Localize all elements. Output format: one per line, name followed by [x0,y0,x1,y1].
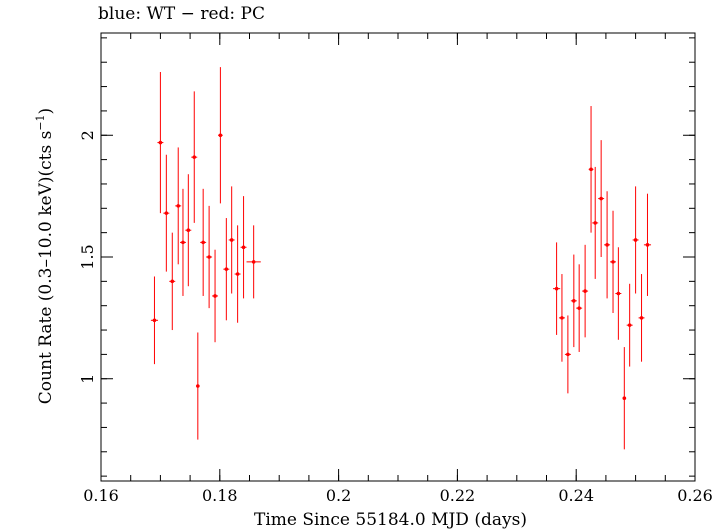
data-point [180,188,186,296]
point-marker [218,133,223,138]
data-point [598,140,605,257]
data-point [553,242,561,335]
point-marker [192,155,197,159]
point-marker [251,260,256,264]
point-marker [207,255,211,259]
point-marker [158,140,163,145]
data-point [212,249,219,343]
point-marker [566,352,570,357]
data-point [200,188,207,296]
chart-title: blue: WT − red: PC [98,4,265,24]
point-marker [235,272,240,276]
data-point [228,186,235,294]
y-axis-label-text: Count Rate (0.3–10.0 keV)(cts s [35,130,56,405]
point-marker [622,396,627,401]
y-tick-label: 1.5 [78,244,97,269]
data-points [150,67,652,450]
x-tick-label: 0.22 [440,486,476,505]
data-point [588,106,594,233]
point-marker [605,243,609,247]
data-point [206,205,213,309]
point-marker [186,228,191,233]
point-marker [593,221,598,225]
point-marker [170,279,175,284]
y-tick-label: 1 [78,374,97,384]
point-marker [572,299,576,303]
point-marker [196,384,200,388]
axis-tick-labels: 0.16 0.18 0.2 0.22 0.24 0.26 1 1.5 2 [78,130,713,505]
point-marker [616,291,621,296]
point-marker [229,238,234,242]
point-marker [164,211,169,215]
data-point [196,332,200,440]
data-point [157,71,164,214]
x-axis-label: Time Since 55184.0 MJD (days) [254,510,527,530]
point-marker [201,240,205,245]
point-marker [560,316,564,320]
data-point [638,274,645,362]
data-point [570,254,577,348]
data-point [246,225,261,299]
data-point [626,283,633,367]
point-marker [633,238,638,242]
x-tick-label: 0.26 [677,486,713,505]
point-marker [577,306,581,310]
point-marker [181,240,185,245]
data-point [175,147,182,265]
data-point [576,264,583,352]
x-tick-label: 0.16 [83,486,119,505]
point-marker [213,294,217,298]
data-point [218,67,223,204]
point-marker [224,267,229,271]
data-point [240,196,247,299]
point-marker [599,196,603,201]
point-marker [241,245,246,250]
data-point [185,174,192,287]
plot-frame [100,32,696,482]
data-point [150,276,159,365]
y-axis-label-close: ) [35,107,56,115]
data-point [558,274,565,362]
data-point [169,232,176,331]
point-marker [589,167,593,172]
data-point [163,154,170,272]
data-point [604,191,611,299]
x-tick-label: 0.24 [558,486,594,505]
data-point [643,193,652,296]
data-point [622,347,627,450]
data-point [592,166,599,279]
y-tick-label: 2 [78,130,97,140]
data-point [223,218,230,321]
point-marker [611,260,615,264]
data-point [610,210,616,313]
data-point [632,186,639,294]
y-axis-label: Count Rate (0.3–10.0 keV)(cts s−1) [34,108,56,404]
x-tick-label: 0.18 [202,486,238,505]
data-point [615,247,622,340]
point-marker [554,286,559,291]
point-marker [583,289,587,293]
point-marker [645,243,650,247]
point-marker [627,323,632,327]
axis-ticks [100,33,696,481]
y-axis-label-exponent: −1 [34,114,48,131]
x-tick-label: 0.2 [326,486,351,505]
point-marker [176,204,181,208]
point-marker [639,316,644,320]
point-marker [152,318,157,323]
data-point [234,225,241,323]
data-point [191,91,198,223]
data-point [564,315,571,394]
data-point [582,244,589,338]
